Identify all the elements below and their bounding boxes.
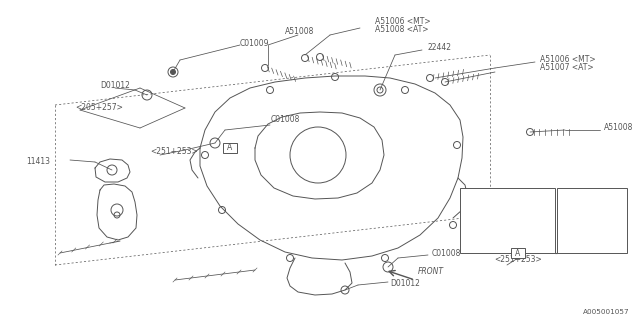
Text: D01012: D01012 — [100, 82, 130, 91]
Text: 11413: 11413 — [26, 156, 50, 165]
Text: A51008 <AT>: A51008 <AT> — [375, 26, 429, 35]
Text: A51008: A51008 — [604, 124, 634, 132]
Text: A51006 <MT>: A51006 <MT> — [375, 18, 431, 27]
Text: 22691: 22691 — [495, 234, 519, 243]
Text: -0305>: -0305> — [592, 232, 618, 238]
Text: 24233: 24233 — [592, 196, 616, 204]
Text: A005001057: A005001057 — [584, 309, 630, 315]
Text: A51008: A51008 — [285, 28, 315, 36]
Text: <0305->: <0305-> — [491, 245, 523, 251]
Circle shape — [170, 69, 175, 75]
Text: <: < — [587, 241, 593, 247]
Bar — [557, 188, 627, 253]
Text: A51007 <AT>: A51007 <AT> — [540, 63, 594, 73]
Text: A: A — [227, 143, 232, 153]
Text: C01009: C01009 — [240, 38, 269, 47]
Text: FRONT: FRONT — [418, 268, 444, 276]
Text: A51006 <MT>: A51006 <MT> — [540, 55, 596, 65]
Bar — [460, 188, 555, 253]
Text: C01008: C01008 — [432, 249, 461, 258]
Text: A: A — [515, 249, 520, 258]
Text: C01008: C01008 — [271, 116, 300, 124]
Text: <251+253>: <251+253> — [150, 148, 198, 156]
Bar — [511, 248, 525, 258]
Text: <251+253>: <251+253> — [494, 255, 542, 265]
Text: D01012: D01012 — [390, 278, 420, 287]
Text: <205+257>: <205+257> — [75, 103, 123, 113]
Text: 22442: 22442 — [427, 44, 451, 52]
Bar — [223, 143, 237, 153]
